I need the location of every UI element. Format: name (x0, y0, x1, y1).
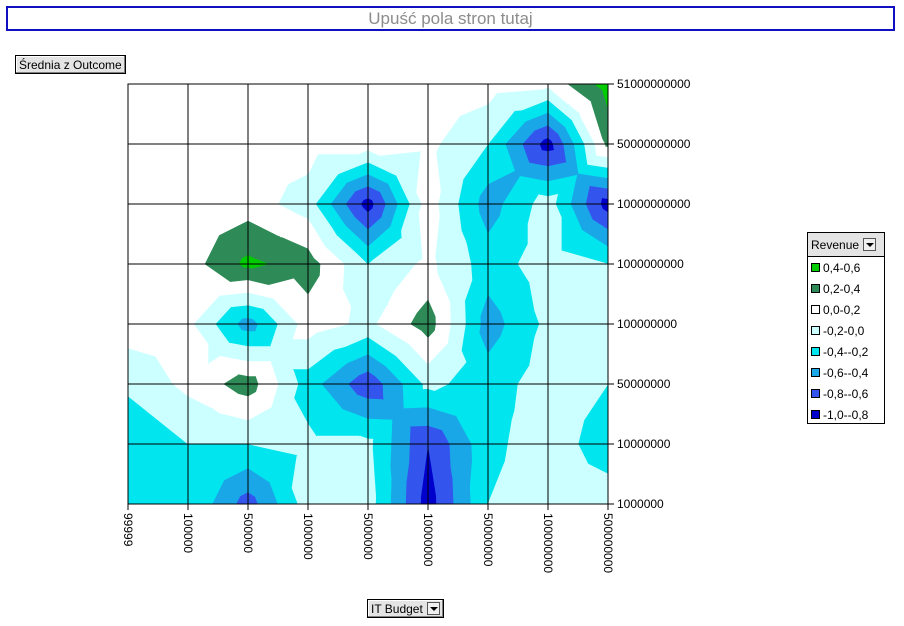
legend-label: -0,2-0,0 (823, 323, 865, 338)
legend-item: -0,4--0,2 (808, 341, 884, 362)
legend-swatch (811, 284, 820, 293)
x-tick-label: 500000000 (601, 513, 615, 573)
legend-label: -0,6--0,4 (823, 365, 869, 380)
x-tick-label: 10000000 (421, 513, 435, 567)
contour-band (487, 460, 519, 505)
x-tick-label: 1000000 (301, 513, 315, 560)
legend-items: 0,4-0,6 0,2-0,4 0,0-0,2 -0,2-0,0 -0,4--0,2 -0… (808, 257, 884, 425)
contour-band (450, 465, 459, 480)
x-tick-label: 99999 (121, 513, 135, 547)
chevron-down-icon[interactable] (863, 238, 877, 251)
legend-item: 0,4-0,6 (808, 257, 884, 278)
x-tick-label: 50000000 (481, 513, 495, 567)
legend-field-button[interactable]: Revenue (808, 233, 884, 257)
x-tick-label: 100000000 (541, 513, 555, 573)
y-tick-label: 1000000 (617, 497, 664, 511)
legend-label: 0,4-0,6 (823, 260, 861, 275)
y-tick-label: 10000000000 (617, 197, 691, 211)
legend-item: -0,2-0,0 (808, 320, 884, 341)
y-tick-label: 51000000000 (617, 77, 691, 91)
chevron-down-icon[interactable] (426, 602, 440, 615)
legend-item: 0,2-0,4 (808, 278, 884, 299)
x-tick-label: 100000 (181, 513, 195, 553)
legend-swatch (811, 368, 820, 377)
legend-item: -0,8--0,6 (808, 383, 884, 404)
contour-band (307, 143, 369, 155)
legend-swatch (811, 389, 820, 398)
legend-swatch (811, 326, 820, 335)
y-tick-label: 10000000 (617, 437, 671, 451)
y-tick-label: 50000000 (617, 377, 671, 391)
legend-item: -1,0--0,8 (808, 404, 884, 425)
contour-band (511, 410, 519, 422)
legend-swatch (811, 347, 820, 356)
legend-label: 0,0-0,2 (823, 302, 861, 317)
legend-item: -0,6--0,4 (808, 362, 884, 383)
y-tick-label: 100000000 (617, 317, 677, 331)
legend-label: -0,8--0,6 (823, 386, 869, 401)
legend-item: 0,0-0,2 (808, 299, 884, 320)
legend-title: Revenue (811, 237, 860, 252)
legend-swatch (811, 263, 820, 272)
y-axis-tick-labels: 1000000 10000000 50000000 100000000 10000000… (608, 77, 691, 511)
drop-zone-label: Upuść pola stron tutaj (368, 8, 533, 28)
contour-band (387, 290, 399, 305)
contour-band (307, 435, 369, 445)
y-tick-label: 1000000000 (617, 257, 684, 271)
series-legend: Revenue 0,4-0,6 0,2-0,4 0,0-0,2 -0,2-0,0 -0,… (807, 232, 885, 424)
legend-label: -1,0--0,8 (823, 407, 869, 422)
legend-swatch (811, 305, 820, 314)
y-tick-label: 50000000000 (617, 137, 691, 151)
category-field-button[interactable]: IT Budget (367, 599, 444, 618)
data-field-label: Średnia z Outcome (19, 57, 122, 72)
x-tick-label: 500000 (241, 513, 255, 553)
page-fields-drop-zone[interactable]: Upuść pola stron tutaj (6, 6, 895, 31)
x-axis-tick-labels: 99999 100000 500000 1000000 5000000 10000000 5… (121, 504, 615, 573)
category-field-label: IT Budget (371, 601, 423, 616)
legend-swatch (811, 410, 820, 419)
x-tick-label: 5000000 (361, 513, 375, 560)
data-field-button[interactable]: Średnia z Outcome (15, 55, 126, 74)
legend-label: -0,4--0,2 (823, 344, 869, 359)
legend-label: 0,2-0,4 (823, 281, 861, 296)
